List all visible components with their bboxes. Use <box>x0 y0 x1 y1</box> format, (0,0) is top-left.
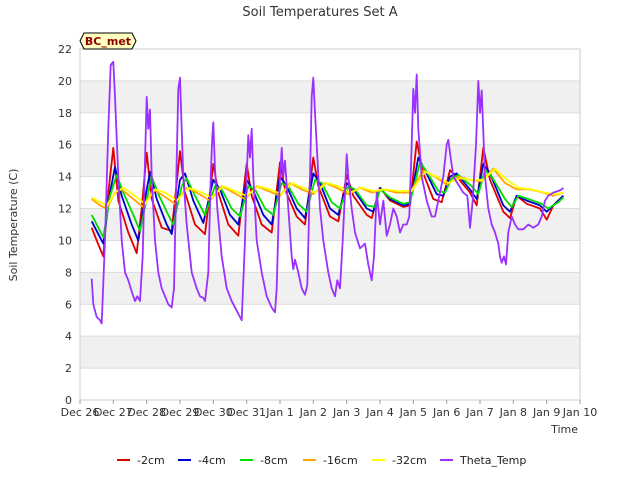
y-tick-label: 18 <box>58 107 72 120</box>
band <box>80 80 580 113</box>
band <box>80 240 580 273</box>
badge-shape <box>79 32 137 50</box>
x-tick-label: Jan 5 <box>399 406 427 419</box>
legend-label: -2cm <box>137 454 165 467</box>
legend: -2cm -4cm -8cm -16cm -32cm Theta_Temp <box>117 454 526 467</box>
y-axis-title: Soil Temperature (C) <box>7 169 20 282</box>
y-tick-label: 20 <box>58 75 72 88</box>
plot-area <box>79 48 581 401</box>
y-tick-label: 8 <box>65 266 72 279</box>
x-tick-label: Dec 29 <box>161 406 200 419</box>
background-bands <box>80 48 580 401</box>
series-line-32cm <box>91 167 564 207</box>
y-tick-label: 22 <box>58 43 72 56</box>
y-tick-label: 14 <box>58 171 72 184</box>
legend-label: -8cm <box>260 454 288 467</box>
x-tick-label: Dec 27 <box>94 406 133 419</box>
x-tick-label: Jan 10 <box>562 406 597 419</box>
y-tick-label: 12 <box>58 203 72 216</box>
band <box>80 112 580 145</box>
y-tick-label: 4 <box>65 330 72 343</box>
band <box>80 49 580 81</box>
chart-title: Soil Temperatures Set A <box>242 5 397 20</box>
badge-label: BC_met <box>85 35 131 48</box>
x-tick-label: Jan 3 <box>332 406 360 419</box>
series-line-thetatemp <box>90 60 564 325</box>
band <box>80 304 580 337</box>
y-axis-ticks: 0 2 4 6 8 10 12 14 16 18 20 22 <box>58 43 72 407</box>
band <box>80 368 580 400</box>
legend-label: -32cm <box>392 454 427 467</box>
x-tick-label: Jan 1 <box>265 406 293 419</box>
x-tick-label: Dec 31 <box>227 406 266 419</box>
y-tick-label: 0 <box>65 394 72 407</box>
series-line-8cm <box>90 161 564 239</box>
band <box>80 144 580 177</box>
legend-label: -16cm <box>323 454 358 467</box>
legend-label: -4cm <box>198 454 226 467</box>
band <box>80 336 580 369</box>
y-tick-label: 2 <box>65 362 72 375</box>
x-tick-label: Jan 8 <box>499 406 527 419</box>
x-tick-label: Jan 4 <box>365 406 393 419</box>
x-tick-label: Dec 30 <box>194 406 233 419</box>
y-tick-label: 10 <box>58 234 72 247</box>
x-tick-label: Dec 28 <box>127 406 166 419</box>
y-tick-label: 6 <box>65 298 72 311</box>
x-tick-label: Jan 2 <box>299 406 327 419</box>
series-lines <box>90 60 564 325</box>
x-tick-label: Jan 9 <box>532 406 560 419</box>
x-tick-label: Dec 26 <box>61 406 100 419</box>
legend-label: Theta_Temp <box>459 454 526 467</box>
y-tick-label: 16 <box>58 139 72 152</box>
x-tick-label: Jan 6 <box>432 406 460 419</box>
station-badge: BC_met <box>79 32 137 50</box>
x-axis-title: Time <box>550 423 578 436</box>
series-line-16cm <box>91 167 564 210</box>
x-tick-label: Jan 7 <box>465 406 493 419</box>
